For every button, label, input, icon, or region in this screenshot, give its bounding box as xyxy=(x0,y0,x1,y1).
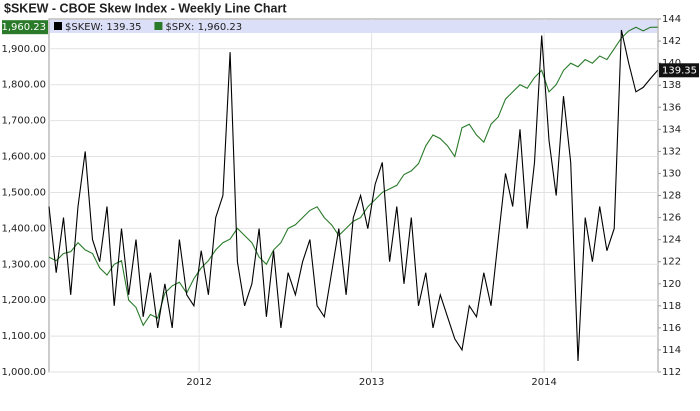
last-value-badge xyxy=(659,63,699,78)
x-tick-label: 2013 xyxy=(359,377,384,388)
y-tick-label: 1,000.00 xyxy=(1,367,46,378)
y2-tick-label: 116 xyxy=(662,323,681,334)
y-tick-label: 1,600.00 xyxy=(1,152,46,163)
y2-tick-label: 114 xyxy=(662,345,681,356)
legend-band xyxy=(50,20,657,33)
y-tick-label: 1,700.00 xyxy=(1,116,46,127)
y-tick-label: 1,800.00 xyxy=(1,80,46,91)
y2-tick-label: 112 xyxy=(662,367,681,378)
y2-tick-label: 134 xyxy=(662,124,681,135)
legend-label: $SPX: 1,960.23 xyxy=(165,22,242,33)
y2-tick-label: 144 xyxy=(662,14,681,25)
last-value-label: 139.35 xyxy=(662,65,697,76)
series-line xyxy=(48,29,659,362)
y2-tick-label: 122 xyxy=(662,257,681,268)
legend-label: $SKEW: 139.35 xyxy=(65,22,141,33)
y2-tick-label: 130 xyxy=(662,168,681,179)
y2-tick-label: 136 xyxy=(662,102,681,113)
y2-tick-label: 138 xyxy=(662,80,681,91)
y2-tick-label: 132 xyxy=(662,146,681,157)
y2-tick-label: 124 xyxy=(662,235,681,246)
last-value-label: 1,960.23 xyxy=(1,22,46,33)
x-tick-label: 2012 xyxy=(186,377,211,388)
chart-title: $SKEW - CBOE Skew Index - Weekly Line Ch… xyxy=(4,1,287,15)
y-tick-label: 1,300.00 xyxy=(1,259,46,270)
x-tick-label: 2014 xyxy=(531,377,556,388)
y2-tick-label: 126 xyxy=(662,213,681,224)
y2-tick-label: 118 xyxy=(662,301,681,312)
y2-tick-label: 142 xyxy=(662,36,681,47)
legend-swatch xyxy=(154,22,163,30)
last-value-badge xyxy=(2,20,48,35)
y-tick-label: 1,500.00 xyxy=(1,187,46,198)
legend-swatch xyxy=(54,22,62,30)
y2-tick-label: 128 xyxy=(662,191,681,202)
y-tick-label: 1,900.00 xyxy=(1,44,46,55)
y2-tick-label: 120 xyxy=(662,279,681,290)
y-tick-label: 1,400.00 xyxy=(1,223,46,234)
y-tick-label: 1,200.00 xyxy=(1,295,46,306)
y-tick-label: 1,100.00 xyxy=(1,331,46,342)
